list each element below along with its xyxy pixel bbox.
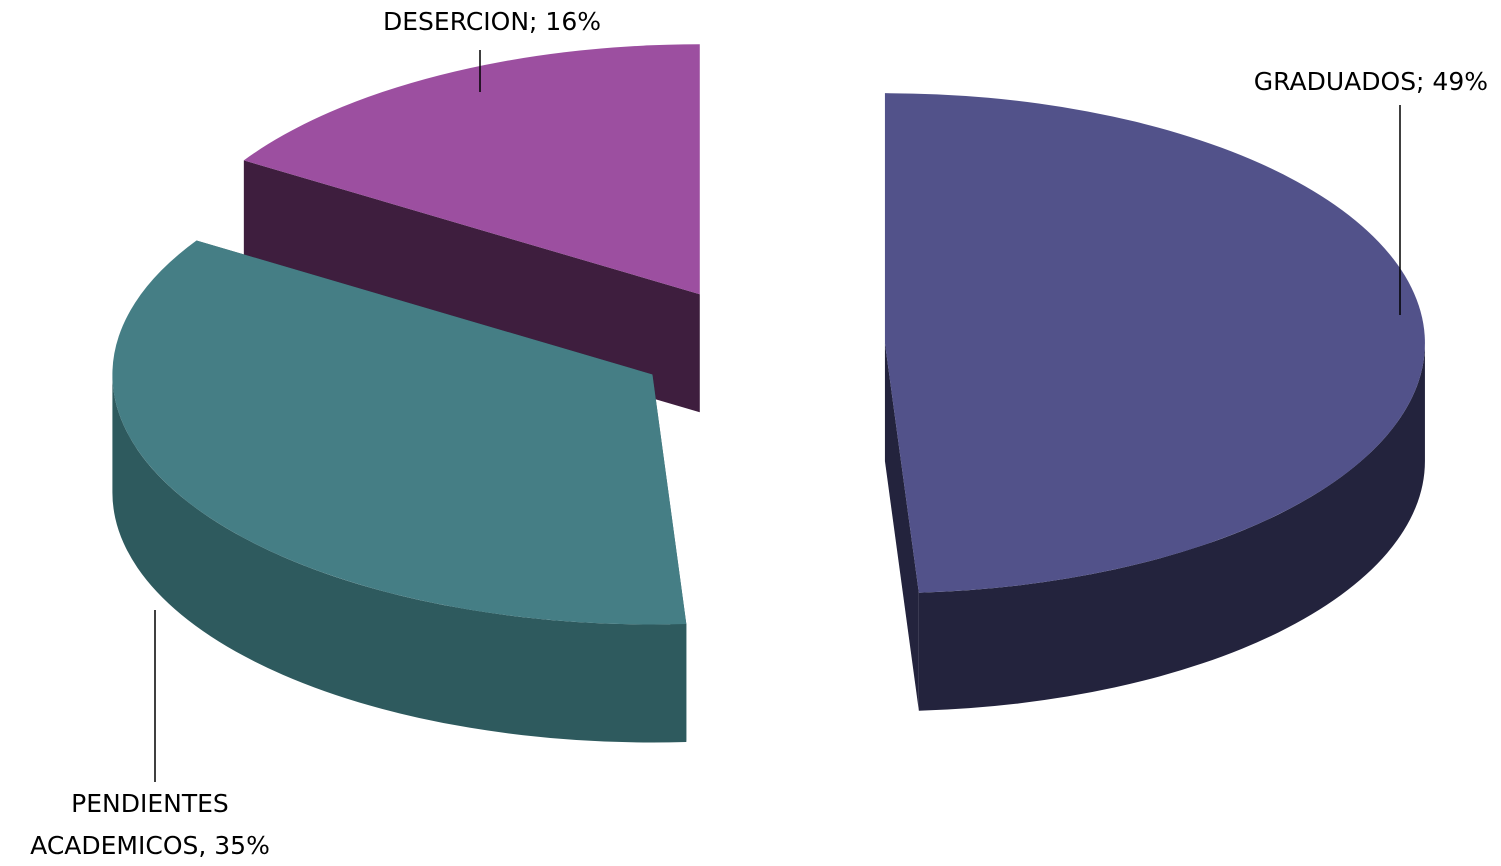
slice-face	[243, 160, 700, 413]
slice-top	[112, 240, 687, 625]
slice	[243, 44, 700, 413]
slice-top	[884, 93, 1425, 593]
slice-face	[884, 343, 919, 711]
data-label-line: PENDIENTES	[71, 789, 229, 818]
data-label-line: ACADEMICOS, 35%	[30, 831, 270, 860]
slice-top	[243, 44, 700, 295]
slice	[112, 240, 687, 743]
data-label: DESERCION; 16%	[383, 7, 601, 36]
data-label: GRADUADOS; 49%	[1254, 67, 1488, 96]
slice-side	[918, 343, 1425, 711]
data-label: PENDIENTES ACADEMICOS, 35%	[30, 789, 270, 860]
slice	[884, 93, 1425, 711]
slice-side	[112, 374, 687, 743]
